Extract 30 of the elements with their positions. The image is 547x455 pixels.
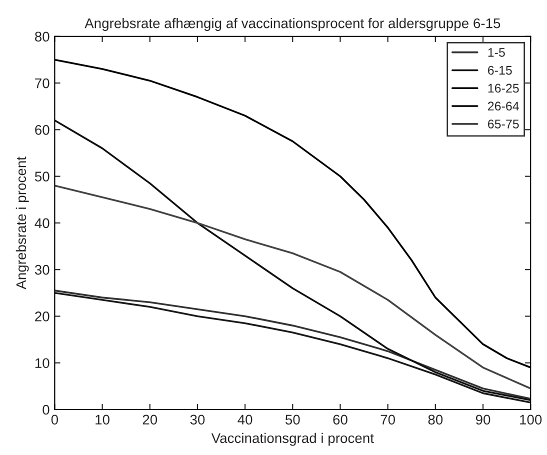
x-tick-label: 40 bbox=[238, 414, 252, 425]
x-tick-label: 50 bbox=[285, 414, 300, 425]
x-tick-label: 100 bbox=[520, 414, 542, 425]
y-tick-label: 40 bbox=[34, 218, 50, 228]
y-tick-label: 70 bbox=[35, 78, 50, 88]
y-tick-label: 30 bbox=[34, 264, 50, 275]
x-tick-label: 10 bbox=[96, 414, 110, 425]
legend-label: 26-64 bbox=[488, 102, 519, 111]
y-tick-label: 20 bbox=[35, 312, 50, 322]
x-axis-title: Vaccinationsgrad i procent bbox=[211, 432, 374, 446]
line-series bbox=[54, 119, 531, 402]
x-tick-label: 80 bbox=[428, 414, 443, 425]
x-tick-label: 0 bbox=[51, 414, 58, 425]
x-tick-label: 20 bbox=[142, 414, 158, 425]
legend-label: 65-75 bbox=[488, 120, 519, 128]
y-tick-label: 0 bbox=[42, 404, 50, 415]
legend-label: 16-25 bbox=[488, 84, 519, 93]
y-axis-title: Angrebsrate i procent bbox=[16, 156, 29, 290]
x-tick-label: 70 bbox=[380, 414, 396, 425]
x-tick-label: 90 bbox=[476, 414, 490, 425]
y-tick-label: 60 bbox=[35, 125, 50, 135]
line-series bbox=[54, 184, 531, 390]
x-tick-label: 60 bbox=[333, 414, 348, 425]
legend-label: 6-15 bbox=[488, 66, 512, 75]
y-tick-label: 50 bbox=[34, 172, 50, 182]
chart-title: Angrebsrate afhængig af vaccinationsprocent for aldersgruppe 6-15 bbox=[84, 18, 500, 31]
y-tick-label: 10 bbox=[35, 358, 50, 368]
legend-label: 1-5 bbox=[488, 48, 505, 57]
y-tick-label: 80 bbox=[34, 32, 50, 42]
x-tick-label: 30 bbox=[190, 414, 205, 425]
